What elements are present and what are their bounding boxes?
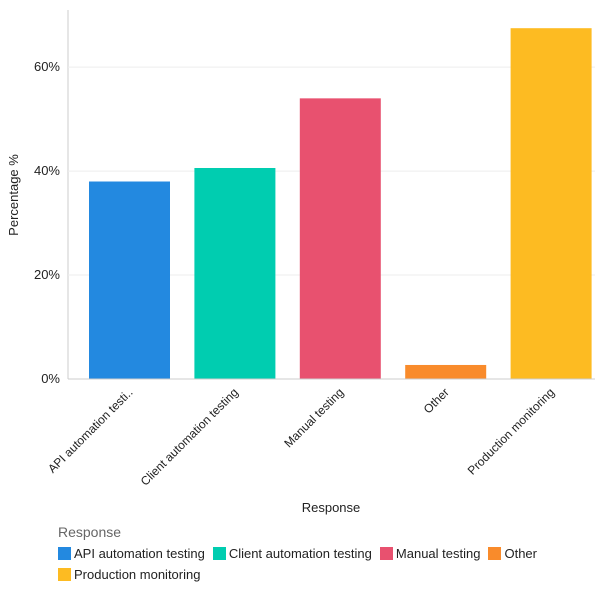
legend-label: Client automation testing xyxy=(228,546,372,561)
legend-title: Response xyxy=(58,524,122,540)
legend-item[interactable]: Other xyxy=(488,546,537,561)
bar-other xyxy=(405,364,487,379)
bar-client-automation-testing xyxy=(194,167,276,379)
y-tick-label: 60% xyxy=(34,59,60,74)
y-axis-label: Percentage % xyxy=(6,154,21,236)
bar-manual-testing xyxy=(299,98,381,379)
legend-label: Other xyxy=(504,546,537,561)
legend-item[interactable]: Manual testing xyxy=(379,546,481,561)
x-tick-label: Other xyxy=(421,385,452,416)
x-axis-label: Response xyxy=(302,500,361,515)
legend-label: Manual testing xyxy=(395,546,481,561)
legend: Response API automation testing Client au… xyxy=(58,524,588,582)
legend-item[interactable]: API automation testing xyxy=(58,546,205,561)
legend-swatch xyxy=(488,547,502,560)
x-tick-label: Client automation testing xyxy=(138,385,241,488)
legend-swatch xyxy=(379,547,393,560)
y-tick-label: 40% xyxy=(34,163,60,178)
legend-swatch xyxy=(212,547,226,560)
x-tick-label: API automation testi.. xyxy=(45,385,136,476)
legend-label: Production monitoring xyxy=(74,567,201,582)
bar-production-monitoring xyxy=(510,28,592,379)
x-tick-label: Manual testing xyxy=(281,385,346,450)
legend-item[interactable]: Client automation testing xyxy=(212,546,372,561)
x-tick-label: Production monitoring xyxy=(465,385,557,477)
bar-api-automation-testing xyxy=(89,181,170,379)
y-tick-label: 20% xyxy=(34,267,60,282)
y-tick-label: 0% xyxy=(41,371,60,386)
legend-swatch xyxy=(58,547,71,560)
legend-item[interactable]: Production monitoring xyxy=(58,567,200,582)
legend-swatch xyxy=(58,568,71,581)
legend-label: API automation testing xyxy=(74,546,205,561)
